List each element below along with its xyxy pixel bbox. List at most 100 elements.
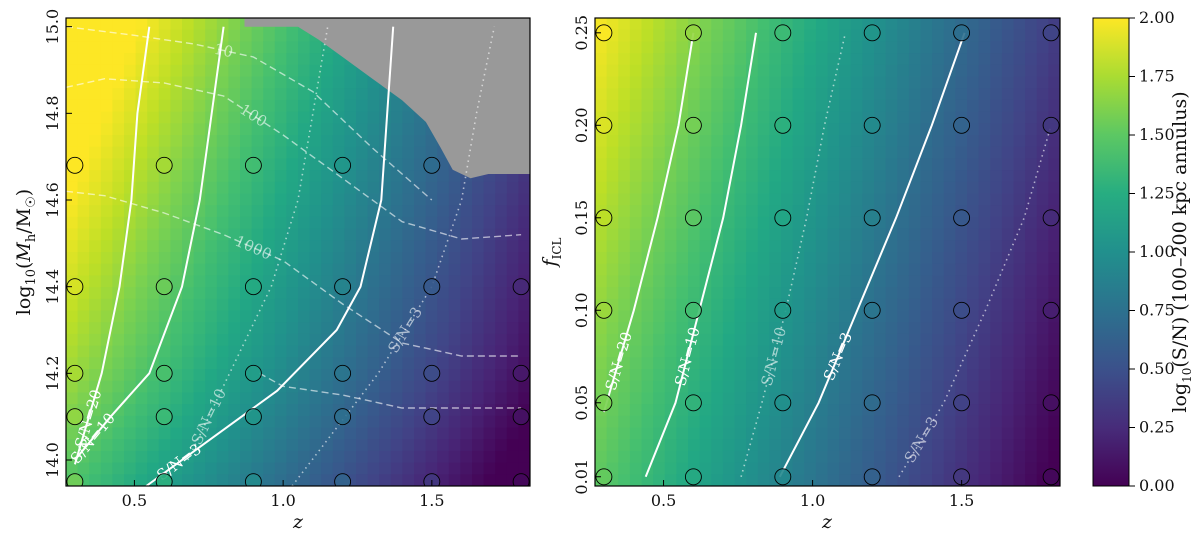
- left-heatmap-cell: [158, 228, 171, 241]
- left-heatmap-cell: [263, 64, 276, 78]
- right-heatmap-cell: [1013, 322, 1026, 335]
- right-heatmap-cell: [699, 298, 712, 312]
- left-heatmap-cell: [460, 380, 473, 393]
- right-heatmap-cell: [804, 427, 817, 440]
- left-heatmap-cell: [240, 53, 253, 66]
- left-heatmap-cell: [158, 345, 171, 358]
- right-heatmap-cell: [722, 123, 736, 136]
- left-heatmap-cell: [170, 158, 183, 171]
- left-heatmap-cell: [298, 415, 311, 429]
- right-heatmap-cell: [932, 228, 945, 241]
- left-heatmap-cell: [309, 404, 322, 417]
- right-heatmap-cell: [920, 216, 933, 230]
- right-heatmap-cell: [699, 193, 712, 206]
- left-heatmap-cell: [483, 415, 496, 429]
- left-heatmap-cell: [112, 240, 125, 253]
- left-heatmap-cell: [100, 263, 113, 276]
- left-heatmap-cell: [437, 369, 450, 382]
- left-heatmap-cell: [437, 404, 450, 417]
- left-heatmap-cell: [483, 252, 496, 265]
- left-heatmap-cell: [344, 322, 357, 335]
- left-heatmap-cell: [495, 322, 508, 335]
- left-heatmap-cell: [182, 146, 195, 159]
- right-heatmap-cell: [1048, 135, 1060, 148]
- right-ylabel: fICL: [539, 238, 564, 269]
- right-sample-point: [953, 209, 971, 227]
- right-heatmap-cell: [792, 252, 805, 265]
- left-heatmap-cell: [170, 345, 183, 358]
- right-heatmap-cell: [978, 53, 991, 66]
- left-heatmap-cell: [112, 275, 125, 288]
- right-heatmap-cell: [908, 240, 922, 253]
- right-heatmap-cell: [606, 99, 619, 113]
- left-heatmap-cell: [77, 474, 90, 486]
- right-heatmap-cell: [1025, 29, 1038, 42]
- left-heatmap-cell: [472, 310, 485, 323]
- left-heatmap-cell: [240, 170, 253, 183]
- left-heatmap-cell: [147, 170, 160, 183]
- right-heatmap-cell: [641, 53, 654, 66]
- left-heatmap-cell: [193, 18, 206, 31]
- right-heatmap-cell: [908, 392, 922, 405]
- left-heatmap-cell: [298, 123, 311, 136]
- right-heatmap-cell: [653, 111, 666, 124]
- right-heatmap-cell: [629, 427, 643, 440]
- right-heatmap-cell: [1025, 275, 1038, 288]
- left-heatmap-cell: [182, 357, 195, 370]
- left-heatmap-cell: [77, 111, 90, 124]
- right-heatmap-cell: [1013, 216, 1026, 230]
- right-heatmap-cell: [595, 380, 608, 393]
- right-heatmap-cell: [920, 450, 933, 464]
- right-heatmap-cell: [1025, 18, 1038, 31]
- right-heatmap-cell: [606, 287, 619, 300]
- right-heatmap-cell: [827, 462, 840, 475]
- left-heatmap-cell: [100, 380, 113, 393]
- left-heatmap-cell: [344, 193, 357, 206]
- left-heatmap-cell: [77, 263, 90, 276]
- left-heatmap-cell: [414, 392, 427, 405]
- right-heatmap-cell: [711, 64, 724, 78]
- right-heatmap-cell: [804, 380, 817, 393]
- left-heatmap-cell: [495, 193, 508, 206]
- right-heatmap-cell: [815, 240, 829, 253]
- right-heatmap-cell: [943, 228, 956, 241]
- right-heatmap-cell: [908, 462, 922, 475]
- right-heatmap-cell: [699, 333, 712, 347]
- left-heatmap-cell: [112, 53, 125, 66]
- left-heatmap-cell: [344, 439, 357, 452]
- right-heatmap-cell: [990, 415, 1003, 429]
- right-heatmap-cell: [1025, 123, 1038, 136]
- left-heatmap-cell: [124, 170, 137, 183]
- right-heatmap-cell: [746, 135, 759, 148]
- right-heatmap-cell: [908, 181, 922, 195]
- right-heatmap-cell: [827, 158, 840, 171]
- right-heatmap-cell: [874, 158, 887, 171]
- left-heatmap-cell: [495, 380, 508, 393]
- left-heatmap-cell: [332, 99, 345, 113]
- left-heatmap-cell: [228, 450, 241, 464]
- right-heatmap-cell: [908, 123, 922, 136]
- left-heatmap-cell: [274, 450, 287, 464]
- right-heatmap-cell: [1013, 310, 1026, 323]
- right-heatmap-cell: [781, 263, 794, 276]
- left-heatmap-cell: [298, 392, 311, 405]
- right-heatmap-cell: [606, 170, 619, 183]
- left-heatmap-cell: [66, 228, 79, 241]
- left-heatmap-cell: [112, 357, 125, 370]
- left-heatmap-cell: [483, 240, 496, 253]
- right-heatmap-cell: [1036, 322, 1049, 335]
- right-heatmap-cell: [815, 205, 829, 218]
- left-heatmap-cell: [379, 369, 392, 382]
- right-heatmap-cell: [827, 181, 840, 195]
- right-heatmap-cell: [722, 287, 736, 300]
- right-heatmap-cell: [862, 427, 875, 440]
- right-heatmap-cell: [641, 427, 654, 440]
- left-heatmap-cell: [263, 415, 276, 429]
- right-heatmap-cell: [990, 158, 1003, 171]
- left-heatmap-cell: [205, 450, 218, 464]
- left-heatmap-cell: [414, 252, 427, 265]
- left-heatmap-cell: [367, 146, 380, 159]
- right-heatmap-cell: [734, 205, 747, 218]
- right-heatmap-cell: [1048, 193, 1060, 206]
- right-heatmap-cell: [955, 88, 968, 101]
